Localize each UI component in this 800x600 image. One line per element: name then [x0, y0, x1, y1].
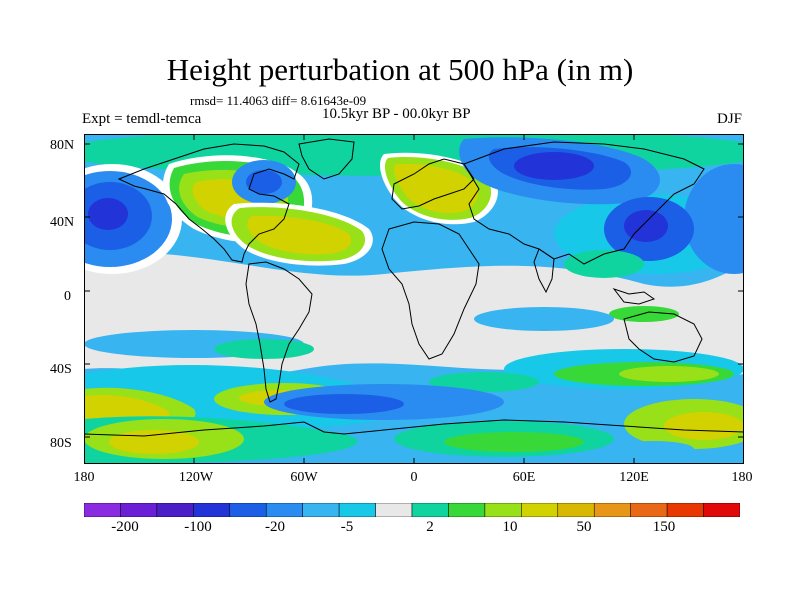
lon-tick-60w: 60W [290, 470, 318, 485]
lon-tick-0: 0 [410, 470, 418, 485]
height-perturbation-map [84, 134, 744, 464]
stats-text: rmsd= 11.4063 diff= 8.61643e-09 [190, 93, 367, 108]
colorbar-label: -5 [340, 519, 354, 535]
colorbar [84, 503, 740, 517]
season-label: DJF [716, 111, 742, 127]
experiment-label: Expt = temdl-temca [82, 111, 202, 127]
period-label: 10.5kyr BP - 00.0kyr BP [322, 106, 471, 122]
colorbar-swatch [302, 503, 340, 517]
lat-tick-80n: 80N [50, 138, 75, 153]
colorbar-swatch [265, 503, 303, 517]
colorbar-swatch [193, 503, 231, 517]
lat-tick-40s: 40S [50, 362, 72, 377]
lat-tick-0: 0 [64, 289, 71, 304]
colorbar-swatch [521, 503, 559, 517]
colorbar-swatch [375, 503, 413, 517]
lat-tick-80s: 80S [50, 436, 72, 451]
colorbar-swatch [229, 503, 267, 517]
lon-tick-120w: 120W [178, 470, 214, 485]
colorbar-label: 50 [576, 519, 592, 535]
lon-tick-120e: 120E [619, 470, 649, 485]
colorbar-swatch [703, 503, 740, 517]
colorbar-swatch [630, 503, 668, 517]
lon-tick-60e: 60E [512, 470, 536, 485]
colorbar-swatch [593, 503, 631, 517]
lon-tick-180-east: 180 [731, 470, 753, 485]
colorbar-swatch [120, 503, 158, 517]
map-title: Height perturbation at 500 hPa (in m) [166, 52, 634, 87]
colorbar-label: -20 [265, 519, 285, 535]
coastlines [84, 138, 744, 437]
colorbar-label: 2 [426, 519, 434, 535]
colorbar-label: 10 [502, 519, 518, 535]
tick-marks [84, 134, 744, 464]
colorbar-swatch [448, 503, 486, 517]
lon-tick-180-west: 180 [73, 470, 95, 485]
colorbar-swatch [666, 503, 704, 517]
colorbar-swatch [338, 503, 376, 517]
colorbar-swatch [84, 503, 121, 517]
colorbar-swatch [411, 503, 449, 517]
colorbar-swatch [156, 503, 194, 517]
colorbar-swatch [557, 503, 595, 517]
colorbar-label: -200 [111, 519, 139, 535]
lat-tick-40n: 40N [50, 215, 75, 230]
colorbar-swatch [484, 503, 522, 517]
contour-fill-field [84, 134, 744, 464]
colorbar-label: 150 [652, 519, 676, 535]
colorbar-label: -100 [184, 519, 212, 535]
